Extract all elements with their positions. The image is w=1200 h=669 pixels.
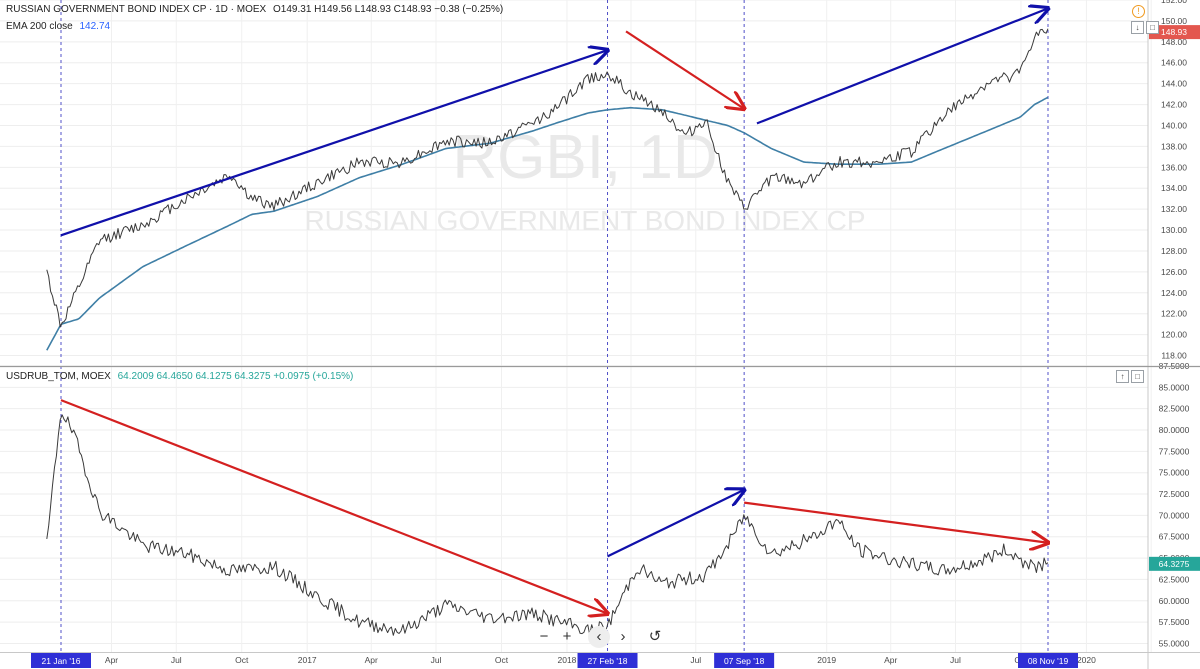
y-tick-label: 75.0000 [1159,468,1190,478]
y-tick-label: 152.00 [1161,0,1187,5]
y-tick-label: 67.5000 [1159,532,1190,542]
trend-arrow-red [625,30,744,108]
x-tick-label: 2019 [817,655,836,665]
date-marker-badge [577,653,638,668]
y-tick-label: 150.00 [1161,16,1187,26]
y-tick-label: 146.00 [1161,58,1187,68]
x-tick-label: Jul [431,655,442,665]
x-tick-label: Jul [950,655,961,665]
trend-arrow-red [743,501,1048,543]
y-tick-label: 62.5000 [1159,574,1190,584]
reset-icon[interactable]: ↺ [648,628,662,645]
trend-arrow-blue [607,490,745,558]
x-tick-label: 2018 [557,655,576,665]
x-tick-label: Jul [690,655,701,665]
top-legend: RUSSIAN GOVERNMENT BOND INDEX CP · 1D · … [6,4,507,15]
x-tick-label: 2017 [298,655,317,665]
last-price-tag-bottom [1149,556,1200,571]
chevron-right-icon[interactable]: › [620,628,626,645]
minus-icon[interactable]: − [539,628,549,645]
bottom-legend: USDRUB_TOM, MOEX 64.2009 64.4650 64.1275… [6,371,357,382]
date-marker-label: 27 Feb '18 [588,656,628,666]
x-tick-label: 2020 [1077,655,1096,665]
ema-200-line [46,96,1049,351]
bottom-ohlc: 64.2009 64.4650 64.1275 64.3275 +0.0975 … [117,371,354,382]
y-tick-label: 124.00 [1161,288,1187,298]
arrow-down-icon[interactable]: ↓ [1131,21,1144,34]
fullscreen-icon[interactable]: □ [1146,21,1159,34]
y-tick-label: 57.5000 [1159,617,1190,627]
marker-vlines [60,0,1049,652]
x-tick-label: Apr [365,655,378,665]
y-tick-label: 122.00 [1161,309,1187,319]
y-tick-label: 138.00 [1161,141,1187,151]
x-tick-label: Oct [235,655,249,665]
x-tick-label: Apr [884,655,897,665]
y-tick-label: 140.00 [1161,120,1187,130]
arrow-up-icon[interactable]: ↑ [1116,370,1129,383]
gridlines [0,0,1152,652]
date-marker-label: 07 Sep '18 [724,656,765,666]
ema-value: 142.74 [79,21,111,32]
y-tick-label: 136.00 [1161,162,1187,172]
ema-legend[interactable]: EMA 200 close 142.74 [6,21,114,32]
chevron-left-icon[interactable]: ‹ [588,626,610,648]
usdrub-price-line [46,414,1049,636]
trend-arrow-blue [60,50,608,237]
y-tick-label: 134.00 [1161,183,1187,193]
y-tick-label: 60.0000 [1159,596,1190,606]
y-tick-label: 80.0000 [1159,425,1190,435]
last-price-tag-bottom-label: 64.3275 [1159,559,1190,569]
x-tick-label: Oct [495,655,509,665]
date-marker-badge [31,653,91,668]
y-tick-label: 144.00 [1161,79,1187,89]
last-price-tag-top-label: 148.93 [1161,27,1187,37]
trend-arrow-red [60,399,608,613]
date-marker-badge [714,653,775,668]
warning-icon[interactable]: ! [1132,5,1145,18]
last-price-tag-top [1149,25,1200,40]
y-tick-label: 70.0000 [1159,510,1190,520]
bottom-title: USDRUB_TOM, MOEX [6,371,111,382]
x-tick-label: Jul [171,655,182,665]
y-tick-label: 118.00 [1161,351,1187,361]
trend-arrow-blue [756,8,1048,125]
top-title: RUSSIAN GOVERNMENT BOND INDEX CP · 1D · … [6,4,267,15]
y-tick-label: 130.00 [1161,225,1187,235]
y-tick-label: 148.00 [1161,37,1187,47]
y-tick-label: 120.00 [1161,330,1187,340]
top-ohlc: O149.31 H149.56 L148.93 C148.93 −0.38 (−… [273,4,504,15]
y-tick-label: 82.5000 [1159,404,1190,414]
rgbi-price-line [46,28,1049,328]
ema-label: EMA 200 close [6,21,73,32]
y-tick-label: 142.00 [1161,100,1187,110]
y-tick-label: 128.00 [1161,246,1187,256]
y-tick-label: 132.00 [1161,204,1187,214]
fullscreen-icon[interactable]: □ [1131,370,1144,383]
date-marker-label: 21 Jan '16 [42,656,81,666]
watermark: RGBI, 1D RUSSIAN GOVERNMENT BOND INDEX C… [304,123,865,236]
date-marker-label: 08 Nov '19 [1028,656,1069,666]
y-tick-label: 72.5000 [1159,489,1190,499]
trend-arrows [60,8,1048,613]
y-tick-label: 55.0000 [1159,638,1190,648]
x-tick-label: Apr [105,655,118,665]
watermark-sub: RUSSIAN GOVERNMENT BOND INDEX CP [304,205,865,236]
y-tick-label: 85.0000 [1159,382,1190,392]
watermark-main: RGBI, 1D [452,123,717,192]
date-marker-badge [1018,653,1078,668]
series-layer [46,28,1049,636]
y-tick-label: 77.5000 [1159,446,1190,456]
plus-icon[interactable]: + [562,628,572,645]
y-tick-label: 126.00 [1161,267,1187,277]
